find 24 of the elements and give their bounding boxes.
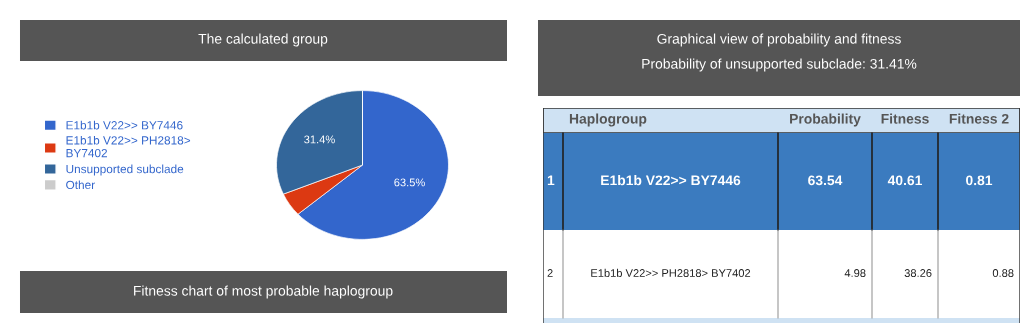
text: Probability of unsupported subclade: 31.41% — [642, 58, 917, 72]
text: 2 — [547, 269, 553, 277]
text: 0.81 — [966, 175, 993, 186]
data-label: 63.5% — [394, 178, 425, 187]
category-label: Fitness 2 — [949, 113, 1009, 124]
text: 0.88 — [992, 269, 1014, 277]
legend-label: Other — [66, 180, 95, 190]
category-label: Probability — [790, 113, 861, 127]
text: 1 — [547, 175, 555, 186]
text: 38.26 — [904, 269, 932, 277]
text: 63.54 — [808, 175, 843, 186]
legend-label: E1b1b V22>> BY7446 — [66, 120, 183, 130]
category-label: Fitness — [881, 113, 929, 124]
text: 4.98 — [844, 269, 866, 277]
text: Fitness chart of most probable haplogroup — [134, 285, 393, 299]
text: 40.61 — [887, 175, 922, 186]
text: E1b1b V22>> BY7446 — [601, 175, 741, 186]
legend-label: Unsupported subclade — [66, 164, 184, 176]
category-label: Haplogroup — [569, 113, 647, 127]
legend-label: E1b1b V22>> PH2818> BY7402 — [66, 135, 191, 158]
text: Graphical view of probability and fitness — [657, 33, 901, 47]
text: E1b1b V22>> PH2818> BY7402 — [591, 268, 751, 277]
chart-title: The calculated group — [198, 33, 328, 47]
data-label: 31.4% — [304, 135, 335, 144]
